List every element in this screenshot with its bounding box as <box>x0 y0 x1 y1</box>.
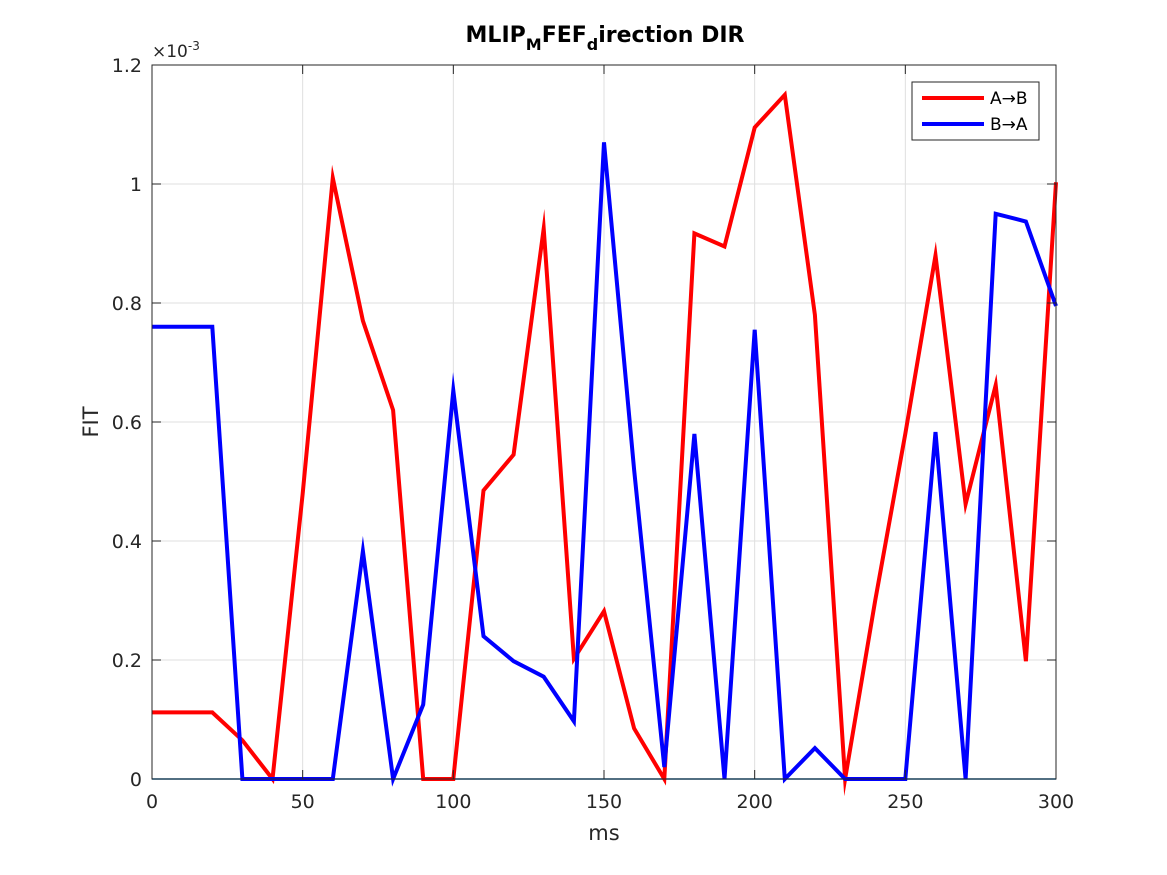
x-tick-label: 0 <box>146 791 158 813</box>
title-segment: irection DIR <box>598 23 744 48</box>
y-tick-label: 0.6 <box>112 412 142 434</box>
y-tick-label: 1 <box>130 174 142 196</box>
title-segment: FEF <box>542 23 587 48</box>
legend-label: A→B <box>990 89 1028 109</box>
y-axis-ticks: 0 0.2 0.4 0.6 0.8 1 1.2 <box>112 55 1056 791</box>
y-exponent-label: ×10-3 <box>152 39 200 62</box>
series-line-0 <box>152 90 1058 797</box>
y-tick-label: 0 <box>130 769 142 791</box>
y-tick-label: 0.4 <box>112 531 142 553</box>
x-tick-label: 250 <box>887 791 923 813</box>
x-tick-label: 150 <box>586 791 622 813</box>
x-tick-label: 100 <box>435 791 471 813</box>
x-tick-label: 200 <box>737 791 773 813</box>
y-tick-label: 1.2 <box>112 55 142 77</box>
legend-label: B→A <box>990 115 1028 135</box>
y-tick-label: 0.8 <box>112 293 142 315</box>
y-exponent-power: -3 <box>188 39 200 53</box>
y-tick-label: 0.2 <box>112 650 142 672</box>
x-tick-label: 50 <box>291 791 315 813</box>
x-axis-ticks: 0 50 100 150 200 250 300 <box>146 65 1074 813</box>
y-axis-label: FIT <box>79 406 103 437</box>
chart-title: MLIPMFEFdirection DIR <box>466 23 745 54</box>
title-subscript: d <box>587 35 598 54</box>
legend-box <box>911 81 1040 141</box>
legend: A→B B→A <box>911 81 1040 141</box>
y-exponent-base: ×10 <box>152 42 188 62</box>
title-subscript: M <box>526 35 542 54</box>
title-segment: MLIP <box>466 23 526 48</box>
x-axis-label: ms <box>588 821 619 845</box>
x-tick-label: 300 <box>1038 791 1074 813</box>
